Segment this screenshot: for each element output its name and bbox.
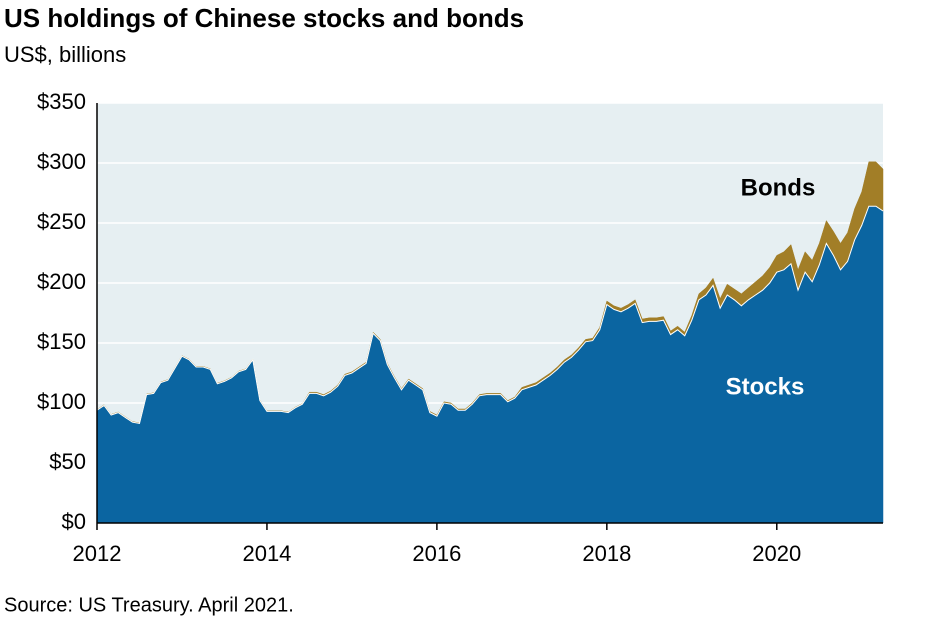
y-tick-label: $250 [37,209,86,234]
chart-title: US holdings of Chinese stocks and bonds [4,3,524,33]
series-label: Bonds [741,174,816,201]
y-tick-label: $200 [37,269,86,294]
x-tick-label: 2014 [242,541,291,566]
x-tick-label: 2020 [752,541,801,566]
chart-subtitle: US$, billions [4,42,126,67]
source-note: Source: US Treasury. April 2021. [4,594,294,616]
y-tick-label: $150 [37,329,86,354]
y-tick-label: $350 [37,89,86,114]
x-tick-label: 2012 [73,541,122,566]
stocks-edge [96,205,884,424]
y-tick-label: $0 [62,509,86,534]
series-label: Stocks [726,373,805,400]
y-tick-label: $100 [37,389,86,414]
y-tick-label: $300 [37,149,86,174]
x-tick-label: 2016 [412,541,461,566]
x-tick-label: 2018 [582,541,631,566]
y-tick-label: $50 [49,449,86,474]
